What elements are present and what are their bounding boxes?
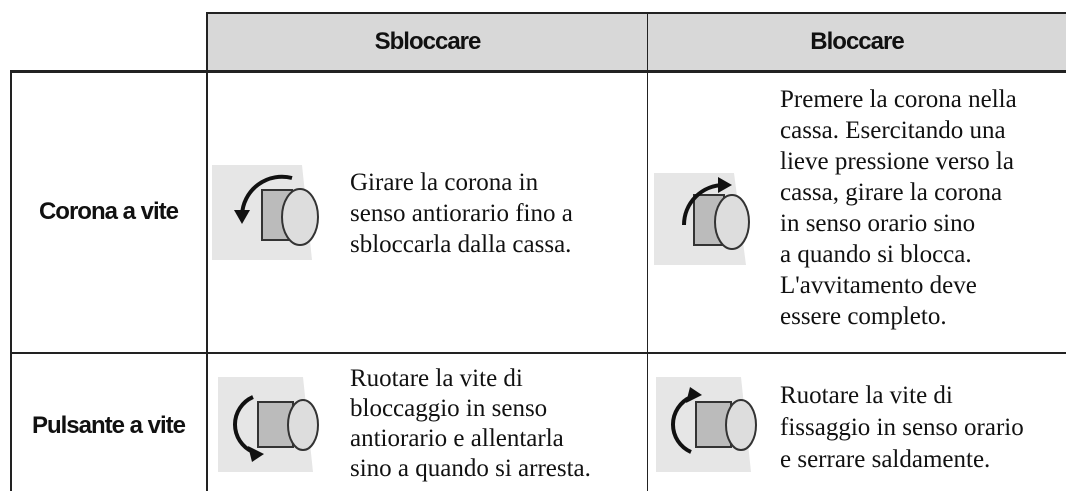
header-text: Sbloccare: [374, 28, 482, 55]
header-cell: Sbloccare: [207, 12, 648, 70]
column-line: [206, 12, 208, 491]
crown-illustration: [654, 173, 750, 265]
crown-illustration: [212, 165, 319, 260]
text-line: bloccaggio in senso: [350, 395, 548, 422]
text-line: Ruotare la vite di: [350, 365, 523, 392]
cell-text: Ruotare la vite di fissaggio in senso or…: [780, 380, 1024, 476]
text-line: a quando si blocca.: [780, 241, 972, 268]
text-line: sino a quando si arresta.: [350, 455, 591, 482]
text-line: lieve pressione verso la: [780, 148, 1014, 175]
text-line: in senso orario sino: [780, 210, 976, 237]
row-label: Corona a vite: [38, 198, 179, 225]
cell-text: Girare la corona in senso antiorario fin…: [350, 167, 573, 260]
text-line: Ruotare la vite di: [780, 382, 953, 409]
pusher-illustration: [218, 377, 319, 472]
text-line: cassa. Esercitando una: [780, 117, 1006, 144]
text-line: antiorario e allentarla: [350, 425, 564, 452]
row-label: Pulsante a vite: [31, 412, 186, 439]
row-line: [10, 70, 1066, 73]
text-line: L'avvitamento deve: [780, 272, 977, 299]
row-line: [10, 352, 1066, 354]
text-line: senso antiorario fino a: [350, 200, 573, 227]
cell-text: Premere la corona nella cassa. Esercitan…: [780, 84, 1017, 332]
pusher-illustration: [656, 377, 757, 472]
text-line: essere completo.: [780, 303, 947, 330]
text-line: e serrare saldamente.: [780, 446, 991, 473]
cell-text: Ruotare la vite di bloccaggio in senso a…: [350, 364, 591, 484]
column-line: [10, 70, 12, 491]
text-line: Premere la corona nella: [780, 86, 1017, 113]
text-line: Girare la corona in: [350, 169, 539, 196]
column-line: [647, 12, 648, 491]
text-line: cassa, girare la corona: [780, 179, 1003, 206]
text-line: fissaggio in senso orario: [780, 414, 1024, 441]
header-cell: Bloccare: [648, 12, 1066, 70]
text-line: sbloccarla dalla cassa.: [350, 231, 572, 258]
header-text: Bloccare: [810, 28, 904, 55]
